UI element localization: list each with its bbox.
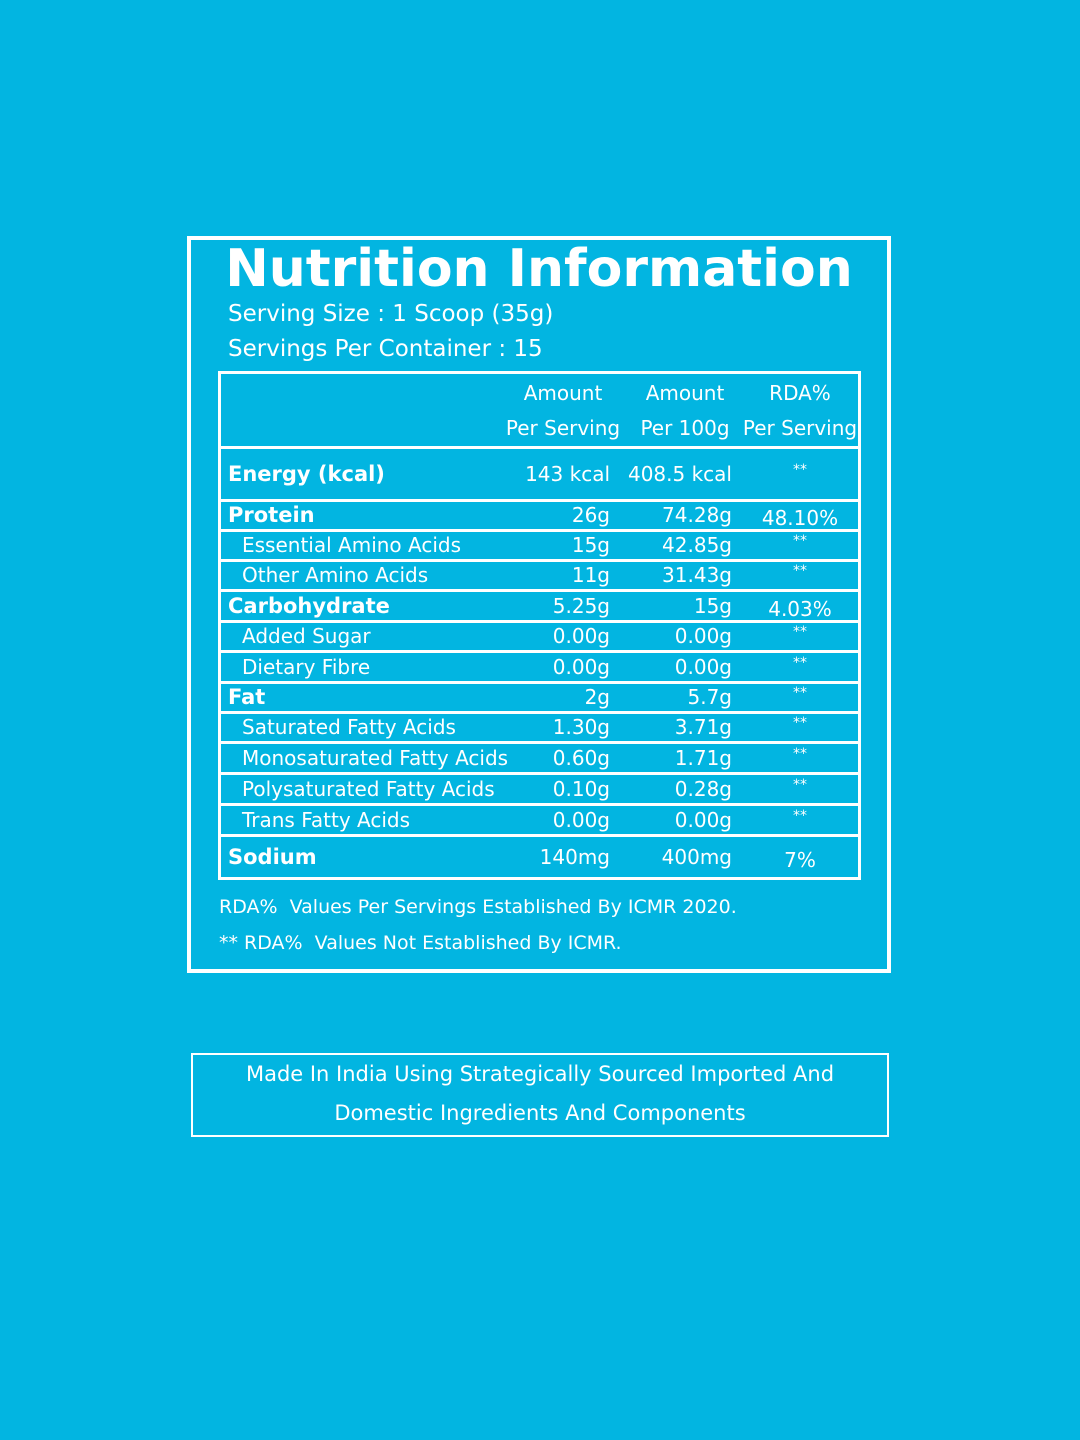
footnote: ** RDA% Values Not Established By ICMR. — [219, 932, 622, 954]
row-divider — [218, 559, 861, 562]
column-header: Per Serving — [742, 416, 858, 440]
per-100g: 0.00g — [674, 807, 732, 832]
rda: 7% — [784, 847, 816, 872]
per-serving: 1.30g — [552, 715, 610, 739]
per-serving: 15g — [571, 533, 610, 557]
rda: ** — [793, 715, 807, 731]
servings-per-container: Servings Per Container : 15 — [228, 336, 543, 362]
rda: ** — [793, 745, 807, 762]
nutrient-name: Energy (kcal) — [228, 461, 385, 486]
row-divider — [218, 834, 861, 837]
rda: ** — [793, 533, 807, 549]
nutrient-name: Other Amino Acids — [242, 563, 429, 587]
serving-size: Serving Size : 1 Scoop (35g) — [228, 301, 554, 327]
per-serving: 2g — [584, 685, 610, 709]
rda: 48.10% — [761, 506, 839, 530]
rda: ** — [793, 654, 807, 671]
per-100g: 15g — [693, 593, 732, 618]
per-serving: 0.00g — [552, 807, 610, 832]
row-divider — [218, 589, 861, 592]
row-divider — [218, 446, 861, 449]
nutrient-name: Added Sugar — [242, 624, 371, 648]
origin-line: Domestic Ingredients And Components — [334, 1101, 746, 1125]
per-100g: 5.7g — [687, 685, 732, 709]
row-divider — [218, 711, 861, 714]
per-100g: 31.43g — [662, 563, 732, 587]
nutrient-name: Trans Fatty Acids — [242, 807, 411, 832]
nutrient-name: Monosaturated Fatty Acids — [242, 745, 509, 770]
per-serving: 143 kcal — [525, 461, 610, 486]
rda: ** — [793, 624, 807, 640]
row-divider — [218, 803, 861, 806]
rda: ** — [793, 563, 807, 579]
per-100g: 0.28g — [674, 776, 732, 801]
per-100g: 408.5 kcal — [627, 461, 732, 486]
per-100g: 0.00g — [674, 624, 732, 648]
column-header: Per 100g — [640, 416, 730, 440]
per-100g: 400mg — [661, 844, 732, 869]
nutrition-table — [218, 371, 861, 880]
column-header: Per Serving — [505, 416, 621, 440]
column-header: Amount — [645, 381, 725, 405]
per-100g: 1.71g — [674, 745, 732, 770]
rda: ** — [793, 807, 807, 824]
per-serving: 0.10g — [552, 776, 610, 801]
rda: ** — [793, 776, 807, 793]
row-divider — [218, 741, 861, 744]
nutrient-name: Essential Amino Acids — [242, 533, 462, 557]
nutrient-name: Dietary Fibre — [242, 654, 371, 679]
per-100g: 74.28g — [662, 503, 732, 527]
nutrient-name: Protein — [228, 503, 315, 527]
per-100g: 0.00g — [674, 654, 732, 679]
origin-box — [191, 1053, 889, 1137]
column-header: Amount — [523, 381, 603, 405]
nutrient-name: Saturated Fatty Acids — [242, 715, 456, 739]
per-100g: 3.71g — [674, 715, 732, 739]
per-serving: 0.00g — [552, 624, 610, 648]
row-divider — [218, 499, 861, 502]
rda: ** — [793, 461, 807, 478]
rda: ** — [793, 685, 807, 701]
row-divider — [218, 529, 861, 532]
nutrient-name: Fat — [228, 685, 266, 709]
row-divider — [218, 620, 861, 623]
per-serving: 0.60g — [552, 745, 610, 770]
nutrient-name: Polysaturated Fatty Acids — [242, 776, 495, 801]
column-header: RDA% — [769, 381, 831, 405]
nutrient-name: Sodium — [228, 844, 317, 869]
origin-line: Made In India Using Strategically Source… — [245, 1062, 835, 1086]
rda: 4.03% — [768, 596, 832, 621]
per-serving: 0.00g — [552, 654, 610, 679]
per-serving: 26g — [571, 503, 610, 527]
per-serving: 5.25g — [552, 593, 610, 618]
per-serving: 11g — [571, 563, 610, 587]
row-divider — [218, 650, 861, 653]
title: Nutrition Information — [225, 239, 853, 299]
row-divider — [218, 681, 861, 684]
label-frame — [187, 236, 891, 973]
per-serving: 140mg — [539, 844, 610, 869]
footnote: RDA% Values Per Servings Established By … — [219, 896, 737, 918]
nutrient-name: Carbohydrate — [228, 593, 390, 618]
row-divider — [218, 772, 861, 775]
per-100g: 42.85g — [662, 533, 732, 557]
